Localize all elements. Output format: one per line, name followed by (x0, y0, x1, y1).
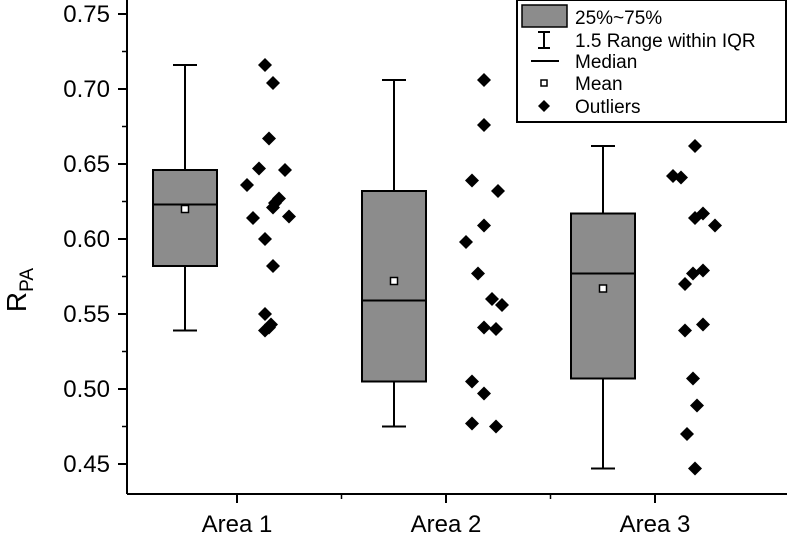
data-point (278, 163, 292, 177)
data-point (690, 398, 704, 413)
x-tick-label: Area 3 (620, 511, 691, 538)
data-point (258, 232, 272, 246)
data-point (477, 118, 491, 132)
data-point (252, 161, 266, 176)
legend-label-mean: Mean (575, 74, 623, 95)
data-point (686, 266, 700, 281)
data-point (477, 386, 491, 401)
data-point (266, 259, 280, 273)
legend: 25%~75% 1.5 Range within IQR Median Mean… (516, 0, 787, 123)
legend-whisker-swatch (538, 31, 550, 49)
mean-marker (598, 284, 608, 293)
y-axis-title: RPA (1, 268, 38, 312)
data-point (459, 235, 473, 249)
y-tick-label: 0.55 (63, 301, 110, 328)
mean-marker (180, 204, 190, 214)
data-point (686, 371, 700, 386)
iqr-box (152, 169, 218, 267)
box-group (152, 64, 218, 332)
data-point (491, 184, 505, 198)
data-point (465, 173, 479, 188)
legend-box-swatch (521, 4, 568, 28)
data-point (266, 200, 280, 215)
data-point (688, 139, 702, 153)
data-point (262, 131, 276, 146)
iqr-box (570, 212, 636, 380)
data-point (282, 209, 296, 224)
data-point (477, 218, 491, 233)
points-layer (240, 58, 722, 476)
legend-mean-swatch (540, 79, 548, 87)
y-tick-label: 0.45 (63, 451, 110, 478)
x-tick-label: Area 1 (202, 511, 273, 538)
legend-label-outliers: Outliers (575, 97, 640, 118)
y-tick-label: 0.70 (63, 76, 110, 103)
data-point (495, 298, 509, 312)
legend-label-whisker: 1.5 Range within IQR (575, 31, 756, 52)
data-point (465, 416, 479, 431)
legend-label-median: Median (575, 52, 637, 73)
y-axis-title-main: R (1, 292, 32, 312)
data-point (266, 76, 280, 90)
data-point (477, 73, 491, 87)
data-point (258, 307, 272, 321)
data-point (678, 323, 692, 338)
data-point (680, 427, 694, 441)
data-point (258, 323, 272, 338)
x-tick-label: Area 2 (411, 511, 482, 538)
data-point (258, 58, 272, 72)
data-point (678, 277, 692, 291)
axes-layer: 0.45 0.50 0.55 0.60 0.65 0.70 0.75 Area 1 Area 2… (63, 0, 787, 538)
legend-outlier-swatch (538, 100, 550, 112)
y-tick-label: 0.60 (63, 226, 110, 253)
data-point (485, 292, 499, 306)
y-tick-label: 0.65 (63, 151, 110, 178)
boxes-layer (152, 64, 636, 470)
y-axis-title-group: RPA (1, 268, 38, 312)
legend-label-box: 25%~75% (575, 8, 662, 29)
data-point (489, 419, 503, 434)
mean-marker (389, 276, 399, 286)
data-point (246, 211, 260, 225)
data-point (477, 320, 491, 335)
data-point (465, 374, 479, 389)
y-axis-title-subscript: PA (17, 268, 38, 292)
data-point (674, 170, 688, 185)
data-point (688, 461, 702, 476)
y-tick-label: 0.50 (63, 376, 110, 403)
data-point (688, 211, 702, 225)
box-group (361, 79, 427, 428)
box-group (570, 145, 636, 470)
iqr-box (361, 190, 427, 383)
data-point (471, 266, 485, 281)
data-point (489, 322, 503, 336)
data-point (696, 317, 710, 332)
y-tick-label: 0.75 (63, 1, 110, 28)
data-point (708, 218, 722, 233)
data-point (240, 178, 254, 192)
